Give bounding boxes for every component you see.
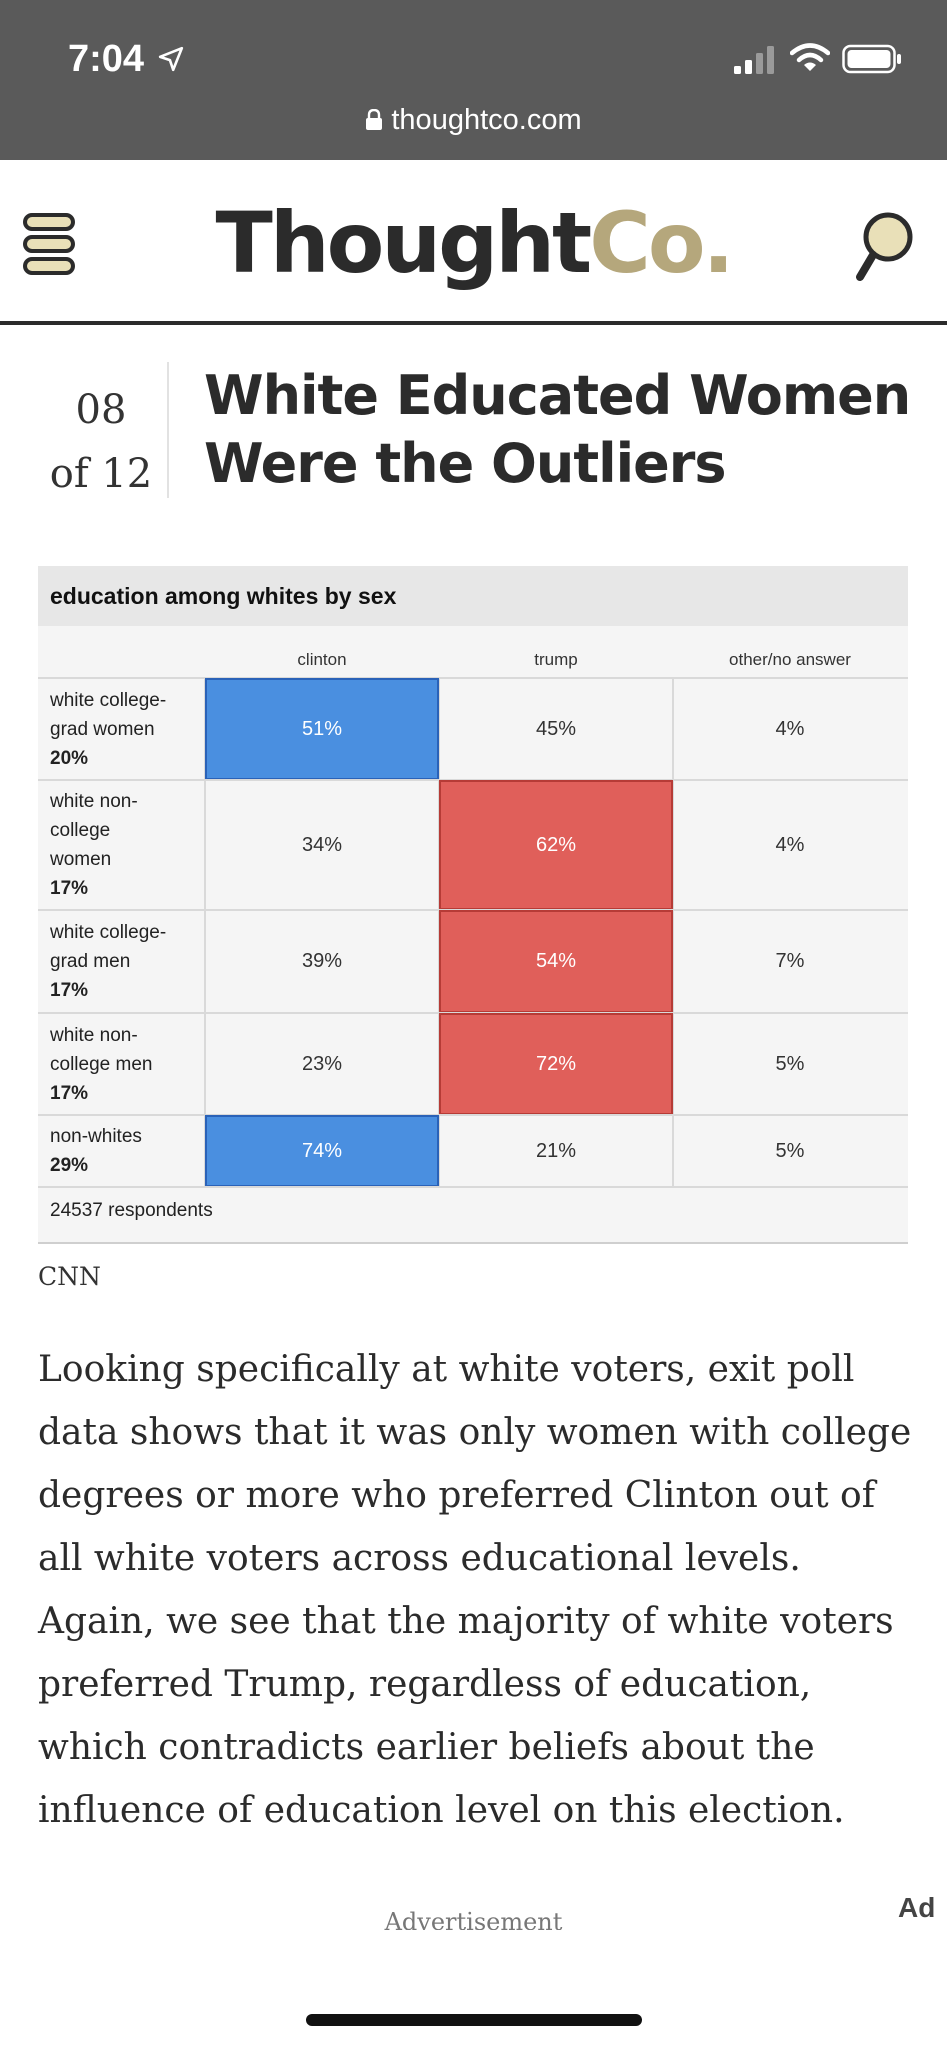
table-cell: 51% <box>205 678 439 780</box>
menu-icon[interactable] <box>22 212 76 276</box>
table-cell: 23% <box>301 1052 343 1075</box>
location-arrow-icon <box>158 46 184 72</box>
table-cell: 74% <box>205 1115 439 1187</box>
table-cell: 5% <box>775 1052 805 1075</box>
table-cell: 54% <box>439 910 673 1013</box>
row-share: 29% <box>50 1155 89 1176</box>
table-cell: 39% <box>301 950 343 972</box>
row-label: non-whites 29% <box>50 1122 142 1180</box>
row-label-line: grad women <box>50 718 155 740</box>
row-share: 17% <box>50 1082 89 1104</box>
step-total: of 12 <box>49 451 153 497</box>
table-cell: 4% <box>775 833 805 856</box>
table-cell: 5% <box>775 1139 805 1162</box>
table-bottom-border <box>38 1242 908 1244</box>
row-share: 17% <box>50 980 89 1001</box>
row-divider <box>38 1186 908 1188</box>
site-logo[interactable]: ThoughtCo. <box>0 194 947 292</box>
row-label: white non-college men 17% <box>50 1021 152 1108</box>
step-number: 08 <box>75 387 127 433</box>
logo-co: Co. <box>589 194 734 292</box>
image-source: CNN <box>38 1262 101 1291</box>
step-counter: 08 of 12 <box>36 378 166 506</box>
row-divider <box>38 1114 908 1116</box>
url-text: thoughtco.com <box>391 104 582 136</box>
logo-thought: Thought <box>215 194 593 292</box>
status-bar: 7:04 thoughtco.com <box>0 0 947 160</box>
row-label-line: white non- <box>50 1024 138 1046</box>
row-label-line: college men <box>50 1053 153 1075</box>
site-header: ThoughtCo. <box>0 160 947 325</box>
battery-icon <box>842 44 901 74</box>
table-title: education among whites by sex <box>38 566 908 626</box>
column-header-clinton: clinton <box>297 650 347 669</box>
table-cell: 4% <box>775 717 805 740</box>
step-title-line-1: White Educated Women <box>204 364 911 427</box>
row-label-line: white non- <box>50 791 138 812</box>
table-cell: 72% <box>439 1013 673 1115</box>
exit-poll-table: education among whites by sex clinton tru… <box>38 566 908 1244</box>
ad-badge[interactable]: Ad <box>898 1892 936 1923</box>
column-divider <box>672 678 674 1187</box>
row-label: white non-college women 17% <box>50 787 138 903</box>
address-bar[interactable]: thoughtco.com <box>0 104 947 137</box>
respondents-count: 24537 respondents <box>50 1200 213 1221</box>
step-divider <box>167 362 169 498</box>
step-title: White Educated Women Were the Outliers <box>204 362 924 498</box>
row-label-line: white college- <box>50 689 167 711</box>
lock-icon <box>366 109 383 130</box>
table-cell: 21% <box>535 1139 577 1162</box>
column-header-trump: trump <box>534 650 578 669</box>
row-label-line: grad men <box>50 951 131 972</box>
table-cell: 34% <box>301 833 343 856</box>
step-title-line-2: Were the Outliers <box>204 432 727 495</box>
row-label-line: college <box>50 820 111 841</box>
clock-time: 7:04 <box>68 38 145 80</box>
row-label: white college-grad women 20% <box>50 686 166 773</box>
table-cell: 62% <box>439 780 673 910</box>
search-icon[interactable] <box>854 210 916 284</box>
row-label-line: women <box>50 849 112 870</box>
row-label-line: non-whites <box>50 1126 142 1147</box>
signal-icon <box>734 46 774 74</box>
row-share: 17% <box>50 878 89 899</box>
row-label: white college-grad men 17% <box>50 918 166 1005</box>
table-cell: 45% <box>535 717 577 740</box>
row-label-line: white college- <box>50 922 167 943</box>
column-divider <box>204 678 206 1187</box>
article-paragraph: Looking specifically at white voters, ex… <box>38 1349 912 1831</box>
advertisement-label: Advertisement <box>384 1908 563 1930</box>
home-indicator[interactable] <box>306 2014 642 2026</box>
column-header-other-no-answer: other/no answer <box>729 650 851 669</box>
wifi-icon <box>790 43 830 71</box>
row-share: 20% <box>50 747 89 769</box>
table-cell: 7% <box>775 950 805 972</box>
row-divider <box>38 677 908 679</box>
